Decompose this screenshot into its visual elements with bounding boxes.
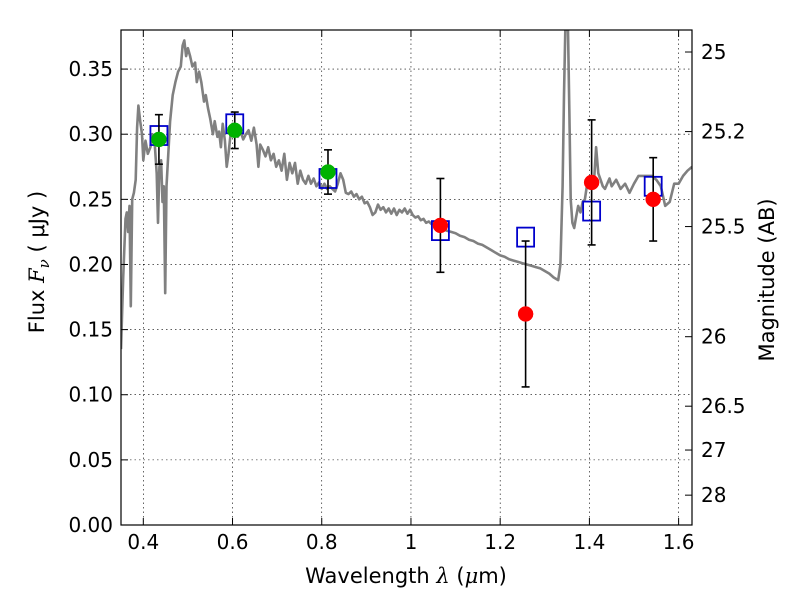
y-tick-label: 0.35 <box>68 57 113 81</box>
observed-point <box>645 191 661 208</box>
x-axis-ticks: 0.4 0.6 0.8 1 1.2 1.4 1.6 <box>127 30 695 554</box>
right-tick-label: 26.5 <box>701 394 746 418</box>
observed-point <box>151 131 167 148</box>
y-label-subscript: ν <box>35 259 53 268</box>
observed-points-layer <box>151 111 661 388</box>
x-tick-label: 1.4 <box>573 530 605 554</box>
right-tick-label: 28 <box>701 483 726 507</box>
right-tick-label: 26 <box>701 325 726 349</box>
x-label-unit-open: ( <box>450 564 465 588</box>
x-tick-label: 0.8 <box>306 530 338 554</box>
y-tick-label: 0.05 <box>68 448 113 472</box>
observed-point <box>320 164 336 180</box>
x-tick-label: 1 <box>405 530 418 554</box>
x-axis-label: Wavelength λ (μm) <box>305 564 507 588</box>
right-tick-label: 25.2 <box>701 120 746 144</box>
x-tick-label: 1.2 <box>484 530 516 554</box>
y-label-prefix: Flux <box>25 283 49 333</box>
x-label-symbol: λ <box>435 564 449 588</box>
observed-point <box>583 174 600 191</box>
model-spectrum-line <box>121 30 692 350</box>
observed-point <box>227 122 243 139</box>
right-tick-label: 25 <box>701 40 726 64</box>
model-spectrum-layer <box>121 30 692 350</box>
x-tick-label: 0.6 <box>217 530 249 554</box>
right-axis-ticks: 25 25.2 25.5 26 26.5 27 28 <box>685 40 746 507</box>
observed-point <box>432 217 449 234</box>
y-tick-label: 0.25 <box>68 187 113 211</box>
x-label-unit-rest: m) <box>478 564 507 588</box>
y-tick-label: 0.10 <box>68 383 113 407</box>
right-tick-label: 27 <box>701 438 726 462</box>
plot-frame <box>120 29 693 526</box>
x-label-prefix: Wavelength <box>305 564 436 588</box>
y-tick-label: 0.30 <box>68 122 113 146</box>
x-tick-label: 1.6 <box>663 530 695 554</box>
x-label-unit-mu: μ <box>465 564 479 588</box>
y-axis-label: Flux Fν ( μJy ) <box>25 191 53 333</box>
x-tick-label: 0.4 <box>127 530 159 554</box>
observed-point <box>517 306 534 322</box>
y-tick-label: 0.00 <box>68 513 113 537</box>
y-tick-label: 0.15 <box>68 318 113 342</box>
y-label-symbol: F <box>25 267 49 284</box>
grid-lines <box>121 30 692 526</box>
right-axis-label: Magnitude (AB) <box>755 198 779 361</box>
y-label-unit: ( μJy ) <box>25 191 49 259</box>
right-tick-label: 25.5 <box>701 215 746 239</box>
y-axis-ticks: 0.00 0.05 0.10 0.15 0.20 0.25 0.30 0.35 <box>68 57 128 537</box>
y-tick-label: 0.20 <box>68 252 113 276</box>
